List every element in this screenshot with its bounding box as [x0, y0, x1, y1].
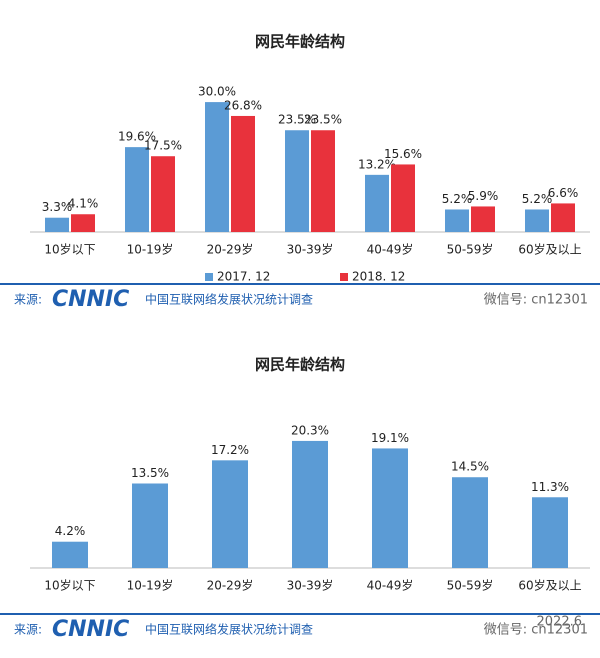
logo: CNNIC	[52, 287, 129, 312]
data-label: 23.5%	[278, 113, 316, 127]
data-label: 5.2%	[522, 192, 553, 206]
x-tick-label: 10-19岁	[127, 242, 174, 257]
legend-label: 2018. 12	[352, 270, 405, 284]
x-tick-label: 20-29岁	[207, 578, 254, 593]
legend-label: 2017. 12	[217, 270, 270, 284]
bar	[391, 164, 415, 232]
data-label: 30.0%	[198, 85, 236, 99]
data-label: 19.1%	[371, 431, 409, 445]
bar	[525, 209, 549, 232]
data-label: 3.3%	[42, 200, 73, 214]
data-label: 5.9%	[468, 189, 499, 203]
bar	[551, 203, 575, 232]
bar	[151, 156, 175, 232]
wechat: 微信号: cn12301	[484, 623, 588, 638]
x-tick-label: 10岁以下	[44, 242, 95, 257]
data-label: 14.5%	[451, 460, 489, 474]
bar	[45, 217, 69, 232]
x-tick-label: 40-49岁	[367, 242, 414, 257]
bar	[445, 209, 469, 232]
x-tick-label: 60岁及以上	[518, 242, 581, 257]
bar	[231, 115, 255, 232]
data-label: 4.2%	[55, 524, 86, 538]
bar	[372, 448, 408, 568]
legend-swatch	[340, 273, 348, 281]
bar	[125, 147, 149, 232]
x-tick-label: 10岁以下	[44, 578, 95, 593]
chart-title: 网民年龄结构	[255, 356, 345, 374]
x-tick-label: 30-39岁	[287, 242, 334, 257]
source: 中国互联网络发展状况统计调查	[145, 292, 313, 307]
data-label: 5.2%	[442, 192, 473, 206]
data-label: 11.3%	[531, 480, 569, 494]
x-tick-label: 40-49岁	[367, 578, 414, 593]
logo: CNNIC	[52, 617, 129, 642]
bar	[532, 497, 568, 568]
data-label: 6.6%	[548, 186, 579, 200]
data-label: 17.2%	[211, 443, 249, 457]
bar	[365, 174, 389, 232]
data-label: 23.5%	[304, 113, 342, 127]
source: 中国互联网络发展状况统计调查	[145, 622, 313, 637]
bar	[52, 541, 88, 568]
data-label: 17.5%	[144, 139, 182, 153]
data-label: 26.8%	[224, 98, 262, 112]
bar	[285, 130, 309, 232]
x-tick-label: 60岁及以上	[518, 578, 581, 593]
bar	[471, 206, 495, 232]
wechat: 微信号: cn12301	[484, 293, 588, 308]
data-label: 15.6%	[384, 147, 422, 161]
data-label: 13.5%	[131, 466, 169, 480]
source-label: 来源:	[14, 623, 42, 637]
x-tick-label: 30-39岁	[287, 578, 334, 593]
x-tick-label: 20-29岁	[207, 242, 254, 257]
data-label: 19.6%	[118, 130, 156, 144]
date: 2022.6	[537, 615, 583, 630]
bar	[71, 214, 95, 232]
chart-title: 网民年龄结构	[255, 33, 345, 51]
source-label: 来源:	[14, 293, 42, 307]
bar	[205, 102, 229, 232]
bar	[452, 477, 488, 568]
bar	[132, 483, 168, 568]
bar	[311, 130, 335, 232]
legend-swatch	[205, 273, 213, 281]
bar	[212, 460, 248, 568]
x-tick-label: 10-19岁	[127, 578, 174, 593]
data-label: 4.1%	[68, 197, 99, 211]
data-label: 13.2%	[358, 157, 396, 171]
bar	[292, 440, 328, 568]
x-tick-label: 50-59岁	[447, 578, 494, 593]
x-tick-label: 50-59岁	[447, 242, 494, 257]
data-label: 20.3%	[291, 423, 329, 437]
